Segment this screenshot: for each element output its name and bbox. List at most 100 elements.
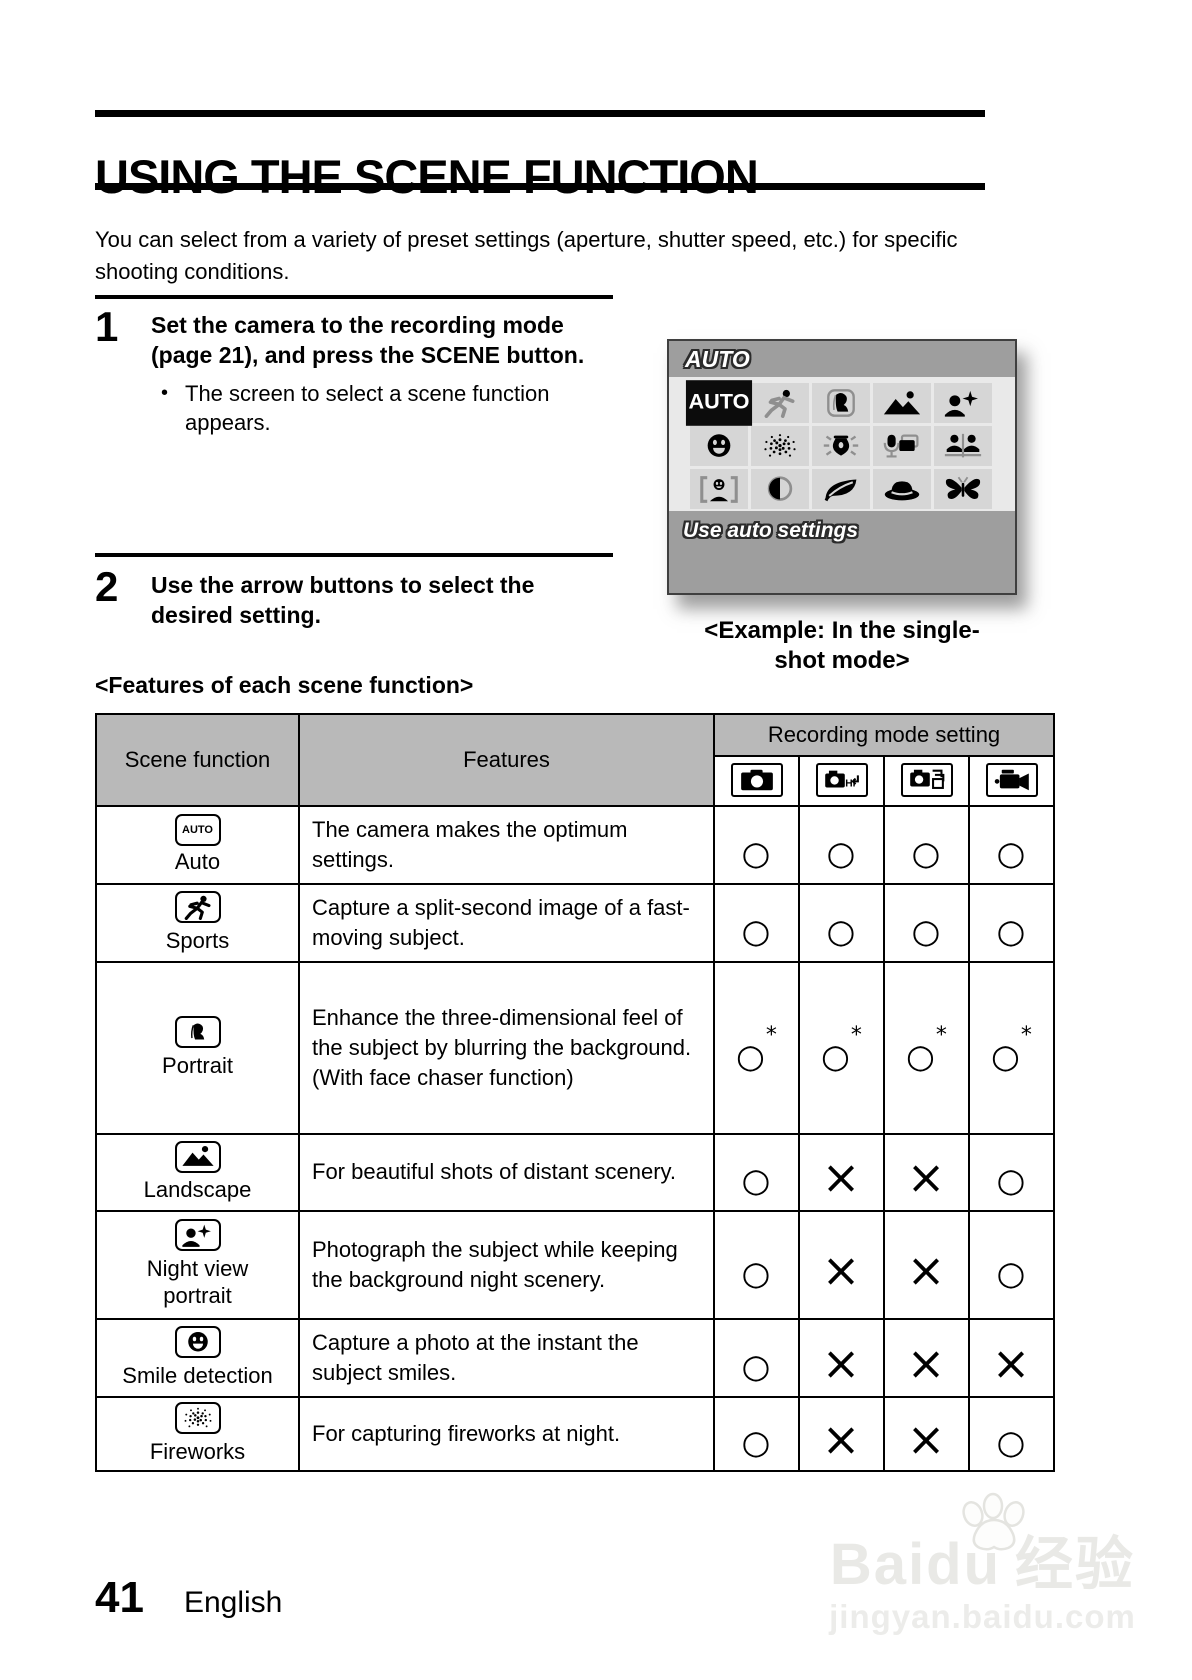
- baidu-watermark: Baidu 经验 jingyan.baidu.com: [775, 1492, 1190, 1636]
- availability-mark: ○: [906, 1036, 935, 1076]
- grid-hat-cell: [873, 469, 931, 509]
- availability-mark: ×: [906, 1335, 946, 1390]
- availability-mark: ○: [736, 1036, 765, 1076]
- grid-group-photo-cell: [934, 426, 992, 466]
- availability-mark: ○: [821, 1036, 850, 1076]
- availability-mark: ○: [996, 1422, 1026, 1462]
- hi-speed-shot-camera-icon: [815, 763, 868, 797]
- footnote-star: *: [850, 1022, 862, 1048]
- grid-night-portrait-cell: [934, 383, 992, 423]
- camera-screen-illustration: AUTO AUTO: [667, 339, 1017, 595]
- landscape-scene-icon: [174, 1140, 221, 1173]
- contrast-half-circle-icon: [767, 475, 793, 501]
- watermark-brand: Baidu 经验: [829, 1532, 1136, 1597]
- availability-mark: ○: [996, 833, 1026, 873]
- availability-mark: ○: [741, 1253, 771, 1293]
- beach-hat-icon: [883, 479, 921, 501]
- face-chaser-icon: [700, 475, 738, 503]
- step1-number: 1: [95, 303, 119, 350]
- availability-mark: ○: [991, 1036, 1020, 1076]
- grid-butterfly-cell: [934, 469, 992, 509]
- scene-name: Smile detection: [122, 1362, 273, 1388]
- grid-contrast-cell: [751, 469, 809, 509]
- table-row-smile-detection: Smile detection Capture a photo at the i…: [95, 1317, 1055, 1398]
- table-row-landscape: Landscape For beautiful shots of distant…: [95, 1132, 1055, 1212]
- scene-name: Fireworks: [149, 1438, 246, 1464]
- availability-mark: ○: [741, 1160, 771, 1200]
- features-text: The camera makes the optimum settings.: [298, 805, 715, 885]
- status-hint-label: Use auto settings: [683, 519, 859, 542]
- grid-sports-cell: [751, 383, 809, 423]
- title-rule-bottom: [95, 183, 985, 190]
- scene-grid: AUTO: [669, 377, 1015, 511]
- page-title: USING THE SCENE FUNCTION: [95, 150, 759, 204]
- availability-mark: ×: [821, 1150, 861, 1204]
- scene-title-label: AUTO: [685, 345, 750, 372]
- leaf-nature-icon: [823, 478, 858, 502]
- screen-caption: <Example: In the single- shot mode>: [704, 617, 980, 674]
- table-row-night-view-portrait: Night view portrait Photograph the subje…: [95, 1209, 1055, 1320]
- availability-mark: ○: [741, 1346, 771, 1386]
- landscape-mountains-icon: [883, 390, 921, 414]
- single-shot-camera-icon: [730, 763, 783, 797]
- grid-smile-cell: [690, 426, 748, 466]
- grid-portrait-cell: [812, 383, 870, 423]
- features-text: For capturing fireworks at night.: [298, 1395, 715, 1472]
- camera-screen-statusbar: Use auto settings: [669, 511, 1015, 593]
- group-photo-icon: [943, 432, 983, 458]
- availability-mark: ○: [826, 911, 856, 951]
- page-number: 41: [95, 1573, 144, 1622]
- portrait-face-icon: [827, 388, 855, 417]
- grid-voice-memo-cell: [873, 426, 931, 466]
- sports-runner-icon: [764, 388, 795, 418]
- footnote-star: *: [765, 1022, 777, 1048]
- camera-screen-titlebar: AUTO: [669, 341, 1015, 377]
- scene-name: Portrait: [162, 1052, 233, 1078]
- step2-number: 2: [95, 563, 119, 610]
- availability-mark: ○: [996, 1160, 1026, 1200]
- page-language: English: [183, 1586, 283, 1619]
- table-row-fireworks: Fireworks For capturing fireworks at nig…: [95, 1395, 1055, 1472]
- night-view-portrait-scene-icon: [174, 1219, 221, 1252]
- features-heading: <Features of each scene function>: [95, 672, 474, 698]
- availability-mark: ○: [826, 833, 856, 873]
- scene-name: Landscape: [143, 1177, 252, 1203]
- night-view-portrait-icon: [944, 390, 978, 417]
- features-text: Enhance the three-dimensional feel of th…: [298, 960, 715, 1135]
- availability-mark: ×: [821, 1411, 861, 1466]
- sequential-shots-camera-icon: [900, 763, 953, 797]
- features-text: Capture a split-second image of a fast-m…: [298, 882, 715, 963]
- grid-auto-selected: AUTO: [685, 380, 753, 426]
- features-text: For beautiful shots of distant scenery.: [298, 1132, 715, 1212]
- availability-mark: ×: [991, 1335, 1031, 1390]
- butterfly-flower-icon: [944, 475, 982, 500]
- step-1: 1 Set the camera to the recording mode (…: [95, 306, 615, 437]
- grid-leaf-cell: [812, 469, 870, 509]
- step2-instruction: Use the arrow buttons to select the desi…: [151, 572, 535, 629]
- title-rule-top: [95, 110, 985, 117]
- availability-mark: ×: [821, 1335, 861, 1390]
- availability-mark: ○: [911, 833, 941, 873]
- page-footer: 41 English: [95, 1573, 282, 1623]
- step2-rule: [95, 553, 613, 557]
- col-header-scene-function: Scene function: [95, 713, 300, 807]
- watermark-url: jingyan.baidu.com: [829, 1598, 1136, 1635]
- availability-mark: ○: [741, 911, 771, 951]
- smile-detection-scene-icon: [174, 1326, 221, 1359]
- availability-mark: ○: [996, 1253, 1026, 1293]
- availability-mark: ○: [911, 911, 941, 951]
- grid-lamp-cell: [812, 426, 870, 466]
- table-row-auto: AUTO Auto The camera makes the optimum s…: [95, 805, 1055, 885]
- fireworks-scene-icon: [174, 1402, 221, 1435]
- intro-text: You can select from a variety of preset …: [95, 227, 958, 284]
- availability-mark: ×: [821, 1242, 861, 1297]
- table-row-portrait: Portrait Enhance the three-dimensional f…: [95, 960, 1055, 1135]
- auto-scene-icon: AUTO: [174, 814, 221, 847]
- availability-mark: ×: [906, 1242, 946, 1297]
- video-clip-camera-icon: [985, 763, 1038, 797]
- availability-mark: ○: [741, 1422, 771, 1462]
- features-text: Photograph the subject while keeping the…: [298, 1209, 715, 1320]
- step1-instruction: Set the camera to the recording mode (pa…: [151, 312, 585, 369]
- scene-name: Auto: [174, 849, 221, 875]
